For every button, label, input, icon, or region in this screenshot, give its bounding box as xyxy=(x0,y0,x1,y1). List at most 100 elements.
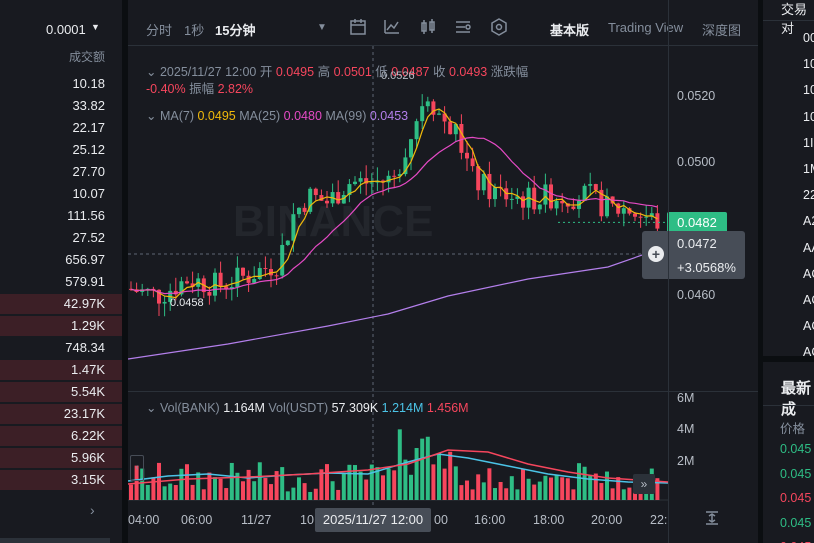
ma7-label: MA(7) xyxy=(159,109,194,123)
order-book-row[interactable]: 42.97K xyxy=(0,293,122,315)
pair-item[interactable]: 1M xyxy=(803,162,814,176)
gear-icon[interactable] xyxy=(489,17,509,37)
price-axis-divider xyxy=(668,0,669,543)
fit-scale-icon[interactable] xyxy=(704,510,720,526)
divider xyxy=(763,405,814,406)
order-book: 0.0001 ▼ 成交额 10.18 33.82 22.17 25.12 27.70 10… xyxy=(0,0,122,543)
candle-body xyxy=(341,194,346,204)
tab-tradingview[interactable]: Trading View xyxy=(608,20,684,35)
pair-item[interactable]: AC xyxy=(803,345,814,360)
volume-bar xyxy=(274,471,279,500)
chevron-right-icon[interactable]: › xyxy=(90,502,95,518)
candle-body xyxy=(515,196,520,199)
order-book-row[interactable]: 22.17 xyxy=(0,117,105,139)
volume-bar xyxy=(593,473,598,500)
order-book-row[interactable]: 10.18 xyxy=(0,73,105,95)
candle-body xyxy=(470,158,475,167)
interval-dropdown-icon[interactable]: ▼ xyxy=(317,22,327,33)
volume-bar xyxy=(179,468,184,500)
pair-item[interactable]: 10 xyxy=(803,83,814,98)
tab-time[interactable]: 分时 xyxy=(146,23,173,38)
volume-bar xyxy=(302,483,307,500)
order-book-row[interactable]: 27.70 xyxy=(0,161,105,183)
vol-info: ⌄ Vol(BANK) 1.164M Vol(USDT) 57.309K 1.2… xyxy=(146,400,469,415)
pair-item[interactable]: A2 xyxy=(803,214,814,229)
pair-item[interactable]: AC xyxy=(803,319,814,334)
tab-15min[interactable]: 15分钟 xyxy=(215,23,256,38)
volume-bar xyxy=(330,481,335,500)
pair-item[interactable]: 1I xyxy=(803,135,814,150)
crosshair-price-tag[interactable]: + 0.0472 +3.0568% xyxy=(642,231,745,279)
order-book-row[interactable]: 3.15K xyxy=(0,469,122,491)
time-axis-label: 00 xyxy=(434,513,448,527)
order-book-row[interactable]: 10.07 xyxy=(0,183,105,205)
pair-item[interactable]: AC xyxy=(803,293,814,307)
volume-bar xyxy=(481,482,486,500)
chevron-down-icon[interactable]: ▼ xyxy=(91,22,100,32)
tab-depth[interactable]: 深度图 xyxy=(702,23,742,38)
order-book-row[interactable]: 1.47K xyxy=(0,359,122,381)
candle-body xyxy=(633,213,637,217)
volume-bar xyxy=(375,467,380,500)
order-book-row[interactable]: 33.82 xyxy=(0,95,105,117)
candle-body xyxy=(437,113,441,115)
turnover-value: 579.91 xyxy=(65,274,105,289)
last-price-tag: 0.0482 xyxy=(667,212,727,234)
volume-bar xyxy=(560,477,565,500)
pair-item[interactable]: 10 xyxy=(803,109,814,124)
volume-bar xyxy=(369,464,374,500)
candle-body xyxy=(605,196,609,217)
candle-body xyxy=(481,173,486,191)
time-axis-label: 18:00 xyxy=(533,513,565,527)
order-book-row[interactable]: 5.96K xyxy=(0,447,122,469)
ma7-line xyxy=(130,108,658,299)
candle-body xyxy=(218,272,223,287)
price-axis-label: 0.0500 xyxy=(677,155,716,169)
candle-body xyxy=(397,174,402,177)
volume-bar xyxy=(565,478,570,500)
price-axis-label: 0.0520 xyxy=(677,89,716,103)
order-book-row[interactable]: 6.22K xyxy=(0,425,122,447)
order-book-row[interactable]: 1.29K xyxy=(0,315,122,337)
tab-basic[interactable]: 基本版 xyxy=(550,23,590,38)
order-book-row[interactable]: 27.52 xyxy=(0,227,105,249)
order-book-row[interactable]: 579.91 xyxy=(0,271,105,293)
depth-bar xyxy=(0,316,122,336)
volume-bar xyxy=(280,467,285,500)
volume-bar xyxy=(515,489,520,500)
pair-item[interactable]: AC xyxy=(803,266,814,281)
calendar-icon[interactable] xyxy=(348,17,368,37)
volume-bar xyxy=(526,478,531,500)
close-value: 0.0493 xyxy=(449,65,488,79)
volume-bar xyxy=(577,463,581,500)
order-book-row[interactable]: 5.54K xyxy=(0,381,122,403)
volume-bar xyxy=(470,489,475,500)
candlestick-chart[interactable]: BINANCE xyxy=(128,46,758,543)
volume-bar xyxy=(381,475,385,500)
precision-select[interactable]: 0.0001 xyxy=(46,22,86,37)
pair-item[interactable]: AA xyxy=(803,240,814,255)
indicator-icon[interactable] xyxy=(382,17,402,37)
candle-body xyxy=(274,275,279,277)
settings-list-icon[interactable] xyxy=(453,17,473,37)
volume-bar xyxy=(442,468,447,500)
pair-item[interactable]: 22 xyxy=(803,188,814,203)
pair-item[interactable]: 00 xyxy=(803,31,814,45)
order-book-row[interactable]: 25.12 xyxy=(0,139,105,161)
volume-bar xyxy=(414,448,419,500)
order-book-row[interactable]: 23.17K xyxy=(0,403,122,425)
candle-type-icon[interactable] xyxy=(418,17,438,37)
tab-1s[interactable]: 1秒 xyxy=(184,23,205,38)
order-book-row[interactable]: 656.97 xyxy=(0,249,105,271)
scroll-to-latest-button[interactable]: » xyxy=(633,474,655,494)
order-book-row[interactable]: 111.56 xyxy=(0,205,105,227)
pair-item[interactable]: 10 xyxy=(803,57,814,72)
depth-bar xyxy=(0,294,122,314)
candle-body xyxy=(319,195,324,201)
time-axis-label: 06:00 xyxy=(181,513,213,527)
order-book-row[interactable]: 748.34 xyxy=(0,337,105,359)
volume-bar xyxy=(168,483,173,500)
volume-bar xyxy=(621,489,626,500)
scroll-left-button[interactable]: ‹ xyxy=(130,455,144,481)
vol-usdt-value: 57.309K xyxy=(331,401,379,415)
